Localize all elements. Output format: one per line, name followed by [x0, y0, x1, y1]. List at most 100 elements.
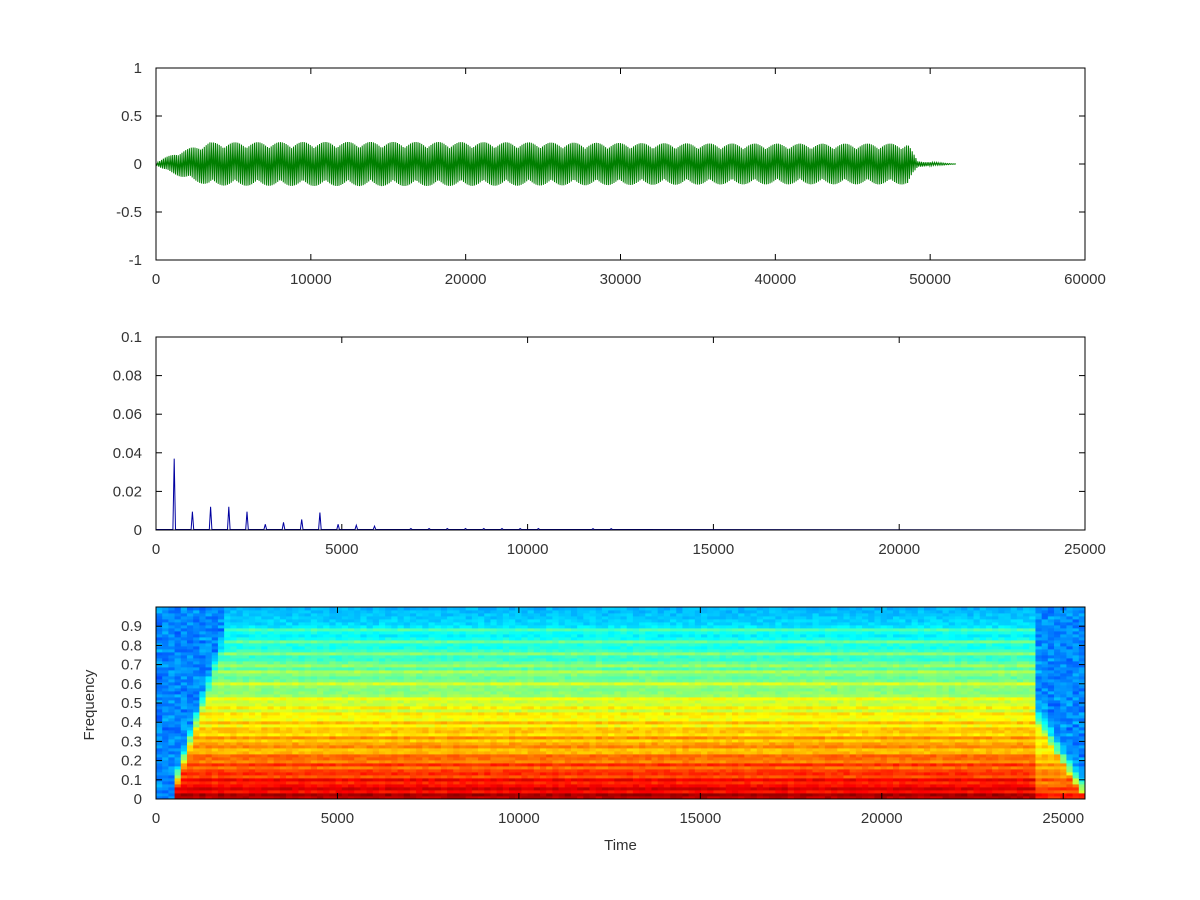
- spectrogram-cell: [552, 778, 559, 782]
- spectrogram-cell: [620, 745, 628, 749]
- spectrogram-cell: [917, 760, 925, 764]
- spectrogram-cell: [273, 763, 281, 767]
- spectrogram-cell: [230, 724, 237, 728]
- spectrogram-cell: [663, 751, 671, 755]
- spectrogram-cell: [874, 784, 882, 788]
- spectrogram-cell: [762, 754, 770, 758]
- spectrogram-cell: [403, 742, 411, 746]
- spectrogram-cell: [719, 790, 727, 794]
- spectrogram-cell: [657, 721, 665, 725]
- spectrogram-cell: [199, 706, 206, 710]
- spectrogram-cell: [1016, 778, 1024, 782]
- spectrogram-cell: [515, 700, 522, 704]
- spectrogram-cell: [1047, 727, 1055, 731]
- spectrogram-cell: [849, 709, 857, 713]
- spectrogram-cell: [199, 775, 206, 779]
- spectrogram-cell: [1066, 718, 1074, 722]
- spectrogram-cell: [601, 778, 609, 782]
- spectrogram-cell: [775, 778, 782, 782]
- spectrogram-cell: [756, 718, 764, 722]
- spectrogram-cell: [304, 706, 312, 710]
- spectrogram-cell: [961, 796, 968, 800]
- spectrogram-cell: [862, 742, 869, 746]
- spectrogram-cell: [329, 721, 336, 725]
- spectrogram-cell: [688, 718, 696, 722]
- spectrogram-cell: [261, 787, 268, 791]
- spectrogram-cell: [707, 739, 714, 743]
- spectrogram-cell: [471, 736, 479, 740]
- spectrogram-cell: [725, 778, 733, 782]
- spectrogram-cell: [744, 718, 751, 722]
- spectrogram-cell: [812, 757, 820, 761]
- spectrogram-cell: [335, 700, 343, 704]
- spectrogram-cell: [378, 760, 386, 764]
- spectrogram-cell: [465, 703, 473, 707]
- spectrogram-cell: [701, 733, 708, 737]
- spectrogram-cell: [168, 757, 175, 761]
- spectrogram-cell: [917, 784, 925, 788]
- spectrogram-cell: [323, 745, 330, 749]
- spectrogram-cell: [886, 724, 894, 728]
- spectrogram-cell: [292, 739, 299, 743]
- spectrogram-cell: [248, 709, 256, 713]
- spectrogram-cell: [465, 754, 473, 758]
- spectrogram-cell: [930, 766, 937, 770]
- y-tick-label: -0.5: [116, 204, 142, 221]
- spectrogram-cell: [1066, 769, 1074, 773]
- spectrogram-cell: [1041, 724, 1049, 728]
- spectrogram-cell: [707, 709, 714, 713]
- spectrogram-cell: [205, 745, 213, 749]
- spectrogram-cell: [793, 715, 801, 719]
- spectrogram-cell: [880, 712, 888, 716]
- spectrogram-cell: [682, 727, 690, 731]
- spectrogram-cell: [360, 757, 367, 761]
- spectrogram-cell: [923, 778, 931, 782]
- spectrogram-cell: [936, 790, 943, 794]
- spectrogram-cell: [304, 781, 312, 785]
- spectrogram-cell: [1023, 778, 1030, 782]
- spectrogram-cell: [769, 754, 776, 758]
- spectrogram-cell: [205, 751, 213, 755]
- spectrogram-cell: [855, 718, 863, 722]
- spectrogram-cell: [515, 709, 522, 713]
- spectrogram-cell: [292, 736, 299, 740]
- spectrogram-cell: [632, 718, 640, 722]
- spectrogram-cell: [533, 745, 541, 749]
- spectrogram-cell: [849, 703, 857, 707]
- spectrogram-cell: [601, 703, 609, 707]
- spectrogram-cell: [1047, 733, 1055, 737]
- spectrogram-cell: [515, 742, 522, 746]
- spectrogram-cell: [1035, 754, 1043, 758]
- spectrogram-cell: [676, 760, 683, 764]
- spectrogram-cell: [267, 715, 275, 719]
- spectrogram-cell: [979, 754, 987, 758]
- spectrogram-cell: [329, 772, 336, 776]
- spectrogram-cell: [552, 748, 559, 752]
- spectrogram-cell: [564, 763, 572, 767]
- spectrogram-cell: [180, 760, 188, 764]
- spectrogram-cell: [484, 760, 491, 764]
- spectrogram-cell: [670, 775, 677, 779]
- spectrogram-cell: [620, 724, 628, 728]
- spectrogram-cell: [335, 787, 343, 791]
- spectrogram-cell: [409, 748, 417, 752]
- spectrogram-cell: [174, 757, 182, 761]
- spectrogram-cell: [1078, 790, 1086, 794]
- spectrogram-cell: [335, 748, 343, 752]
- spectrogram-cell: [855, 778, 863, 782]
- spectrogram-cell: [478, 724, 485, 728]
- spectrogram-cell: [496, 763, 504, 767]
- spectrogram-cell: [936, 748, 943, 752]
- spectrogram-cell: [874, 706, 882, 710]
- spectrogram-cell: [298, 796, 306, 800]
- spectrogram-cell: [496, 730, 504, 734]
- spectrogram-cell: [657, 715, 665, 719]
- spectrogram-cell: [478, 772, 485, 776]
- spectrogram-cell: [725, 742, 733, 746]
- spectrogram-cell: [478, 742, 485, 746]
- spectrogram-cell: [292, 700, 299, 704]
- spectrogram-cell: [899, 709, 906, 713]
- spectrogram-cell: [657, 703, 665, 707]
- spectrogram-cell: [304, 787, 312, 791]
- spectrogram-cell: [985, 733, 993, 737]
